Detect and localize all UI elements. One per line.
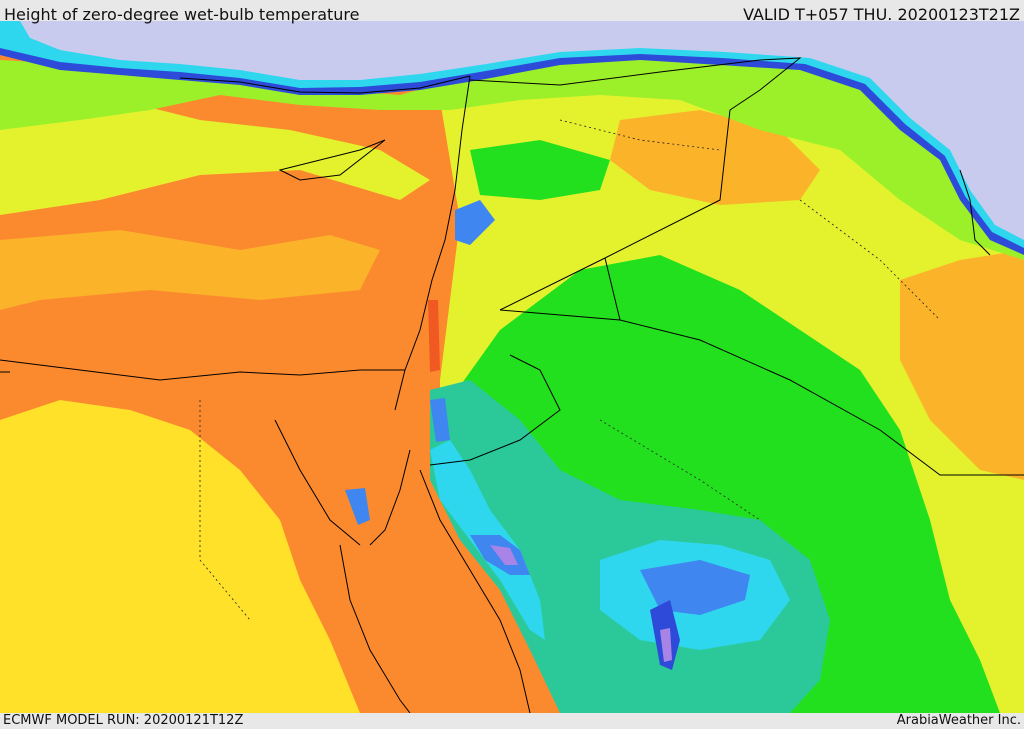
border-jordan-saudi-south	[429, 354, 561, 466]
field-lime-north-coast	[0, 55, 1024, 260]
field-yellow-north-west	[0, 100, 430, 215]
field-purple-south	[660, 628, 672, 662]
weather-map[interactable]	[0, 21, 1024, 713]
coastline-red-sea-east	[419, 469, 531, 713]
admin-line-3	[799, 199, 941, 321]
border-jordan-iraq	[604, 257, 621, 321]
coastline-cyprus	[278, 139, 386, 181]
header-bar: Height of zero-degree wet-bulb temperatu…	[0, 0, 1024, 24]
field-red-orange-dead-sea	[428, 300, 440, 372]
admin-line-2	[599, 419, 761, 521]
footer-bar: ECMWF MODEL RUN: 20200121T12Z ArabiaWeat…	[0, 713, 1024, 729]
map-canvas	[0, 21, 1024, 713]
field-purple-red-sea-coast	[490, 545, 518, 565]
map-title: Height of zero-degree wet-bulb temperatu…	[4, 5, 360, 24]
field-yellow-west	[0, 400, 360, 713]
coastline-gulf-of-aqaba	[369, 449, 411, 546]
coastline-turkey	[179, 75, 471, 94]
valid-time-label: VALID T+057 THU. 20200123T21Z	[743, 5, 1020, 24]
coastline-gulf-east	[959, 169, 991, 256]
border-iraq-syria	[469, 57, 802, 311]
field-light-orange-east	[610, 110, 820, 205]
field-light-orange-west	[0, 230, 380, 310]
admin-boundaries	[199, 119, 941, 621]
coastline-egypt-north	[0, 359, 405, 381]
credit-label: ArabiaWeather Inc.	[896, 713, 1021, 728]
field-green-north	[470, 140, 610, 200]
admin-line-4	[559, 119, 721, 151]
model-run-label: ECMWF MODEL RUN: 20200121T12Z	[3, 713, 244, 728]
field-blue-jordan-valley	[430, 398, 450, 442]
coastline-red-sea-west	[339, 544, 411, 713]
field-light-orange-southeast	[900, 250, 1024, 480]
coastline-levant	[394, 75, 471, 411]
field-blue-lebanon	[455, 200, 495, 245]
coastline-gulf-of-suez	[274, 419, 361, 546]
field-sea-cold	[20, 21, 1024, 240]
field-cyan-north-band	[0, 21, 1024, 248]
borders-layer	[0, 57, 1024, 713]
admin-line-1	[199, 400, 251, 621]
field-blue-sinai	[345, 488, 370, 525]
